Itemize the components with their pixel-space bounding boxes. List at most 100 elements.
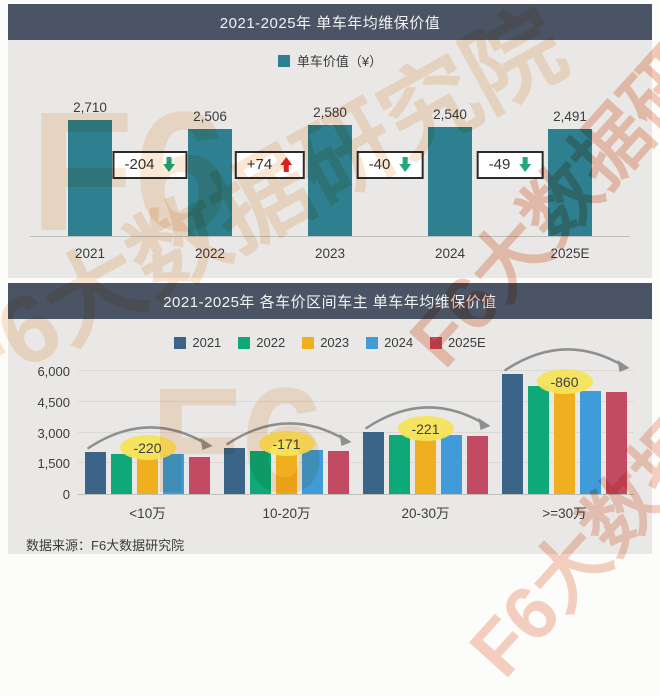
legend-swatch xyxy=(238,336,251,349)
legend-item: 2025E xyxy=(430,335,486,350)
legend-swatch xyxy=(174,336,187,349)
bar-groups: -220 -171 -221 -860 xyxy=(78,348,634,494)
up-arrow-icon xyxy=(279,156,294,173)
category-label: 10-20万 xyxy=(262,506,311,521)
legend-label: 2022 xyxy=(256,335,286,350)
down-arrow-icon xyxy=(397,156,412,173)
legend-swatch xyxy=(430,336,443,349)
chart2-title: 2021-2025年 各车价区间车主 单车年均维保价值 xyxy=(163,293,497,311)
legend-item: 2021 xyxy=(174,335,221,350)
change-value: +74 xyxy=(246,156,273,173)
bar xyxy=(163,454,184,494)
grid-line xyxy=(78,370,634,371)
grid-line xyxy=(78,401,634,402)
chart2-x-axis: <10万 10-20万 20-30万 >=30万 xyxy=(78,495,634,522)
bar xyxy=(467,436,488,494)
chart2-legend: 2021 2022 2023 2024 2025E xyxy=(8,334,652,351)
category-label: 2022 xyxy=(194,246,226,261)
grid-line xyxy=(78,462,634,463)
bar-value-label: 2,491 xyxy=(553,109,587,124)
legend-swatch xyxy=(277,54,290,67)
bar xyxy=(189,457,210,494)
bar-group: -221 xyxy=(356,361,495,494)
bar xyxy=(415,434,436,494)
chart1-title-bar: 2021-2025年 单车年均维保价值 xyxy=(8,4,652,40)
bar xyxy=(389,435,410,494)
bar xyxy=(580,391,601,494)
legend-label: 2025E xyxy=(448,335,486,350)
chart1-legend: 单车价值（¥） xyxy=(8,52,652,69)
y-tick-label: 4,500 xyxy=(37,395,70,410)
legend-label: 单车价值（¥） xyxy=(296,54,383,69)
bar xyxy=(363,432,384,494)
bar xyxy=(276,449,297,494)
category-label: 2023 xyxy=(314,246,346,261)
annotation-oval: -220 xyxy=(119,435,176,460)
legend-label: 2024 xyxy=(384,335,414,350)
bar xyxy=(85,452,106,494)
y-tick-label: 3,000 xyxy=(37,426,70,441)
bar xyxy=(606,392,627,494)
category-label: >=30万 xyxy=(542,506,587,521)
down-arrow-icon xyxy=(162,156,177,173)
bar-group: -860 xyxy=(495,348,634,494)
bar xyxy=(224,448,245,494)
bar-column: 2,580 xyxy=(270,69,390,236)
legend-item: 2024 xyxy=(366,335,413,350)
legend-label: 2021 xyxy=(192,335,222,350)
annotation-oval: -860 xyxy=(536,369,593,394)
chart2-panel: 2021 2022 2023 2024 2025E 6,000 4,500 3,000 1,5… xyxy=(8,319,652,554)
bar xyxy=(328,451,349,494)
change-badge: -49 xyxy=(476,151,544,179)
y-tick-label: 1,500 xyxy=(37,456,70,471)
chart1-panel: 单车价值（¥） 2,710 2,506 2,580 2,540 2,491 -204 +74… xyxy=(8,40,652,278)
bar-column: 2,540 xyxy=(390,69,510,236)
category-label: 20-30万 xyxy=(401,506,450,521)
bar-value-label: 2,540 xyxy=(433,107,467,122)
change-value: -204 xyxy=(124,156,155,173)
y-tick-label: 6,000 xyxy=(37,364,70,379)
bar xyxy=(548,129,592,236)
category-label: 2021 xyxy=(74,246,106,261)
chart1-title: 2021-2025年 单车年均维保价值 xyxy=(219,14,441,32)
legend-label: 2023 xyxy=(320,335,350,350)
category-label: <10万 xyxy=(129,506,166,521)
category-label: 2025E xyxy=(550,246,590,261)
bar xyxy=(137,453,158,494)
chart2-title-bar: 2021-2025年 各车价区间车主 单车年均维保价值 xyxy=(8,283,652,319)
bar xyxy=(302,450,323,494)
bar-column: 2,506 xyxy=(150,69,270,236)
change-badge: +74 xyxy=(234,151,306,179)
legend-item: 2022 xyxy=(238,335,285,350)
grid-line xyxy=(78,432,634,433)
legend-swatch xyxy=(302,336,315,349)
change-badge: -204 xyxy=(112,151,188,179)
category-label: 2024 xyxy=(434,246,466,261)
bar xyxy=(554,387,575,494)
change-badge: -40 xyxy=(356,151,424,179)
legend-swatch xyxy=(366,336,379,349)
legend-item: 2023 xyxy=(302,335,349,350)
bar xyxy=(111,454,132,494)
chart1-x-axis: 2021 2022 2023 2024 2025E xyxy=(30,237,630,261)
bar-column: 2,710 xyxy=(30,69,150,236)
bar xyxy=(441,435,462,494)
bar-group: -171 xyxy=(217,361,356,494)
down-arrow-icon xyxy=(517,156,532,173)
bar-column: 2,491 xyxy=(510,69,630,236)
bar-value-label: 2,710 xyxy=(73,100,107,115)
y-tick-label: 0 xyxy=(62,487,70,502)
bar xyxy=(428,127,472,236)
change-value: -49 xyxy=(488,156,511,173)
bar xyxy=(528,386,549,494)
chart2-plot-area: 6,000 4,500 3,000 1,500 0 -220 -171 -221 -860 xyxy=(37,348,634,502)
bar-value-label: 2,506 xyxy=(193,109,227,124)
bar xyxy=(250,451,271,494)
chart1-plot-area: 2,710 2,506 2,580 2,540 2,491 -204 +74 -40 -49 xyxy=(30,69,630,237)
annotation-oval: -221 xyxy=(397,416,454,441)
bar-group: -220 xyxy=(78,361,217,494)
bar xyxy=(308,125,352,236)
bar-value-label: 2,580 xyxy=(313,105,347,120)
data-source: 数据来源：F6大数据研究院 xyxy=(26,538,185,553)
